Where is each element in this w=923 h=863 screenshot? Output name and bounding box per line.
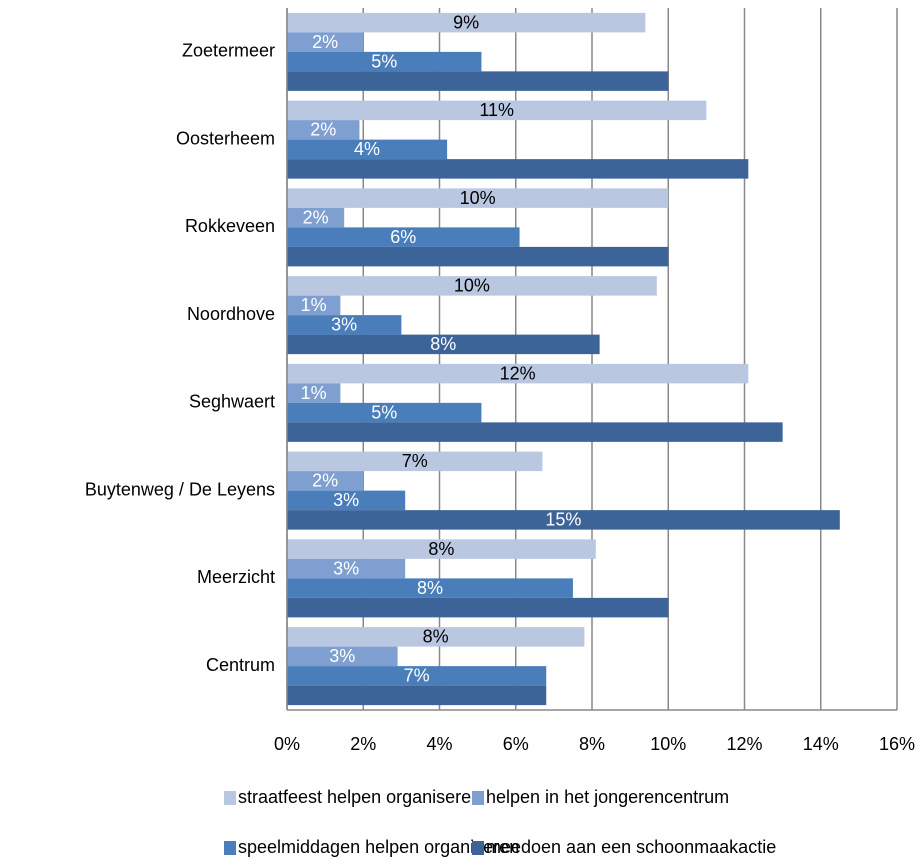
bar — [287, 627, 585, 647]
legend-swatch — [472, 841, 484, 855]
x-tick-label: 14% — [803, 734, 839, 754]
data-label: 4% — [354, 139, 380, 159]
bar — [287, 12, 646, 33]
data-label: 5% — [371, 51, 397, 71]
data-label: 8% — [417, 578, 443, 598]
y-tick-label: Noordhove — [187, 304, 275, 324]
data-label: 12% — [500, 363, 536, 383]
data-label: 7% — [404, 666, 430, 686]
bar — [287, 578, 573, 598]
bar — [287, 276, 657, 296]
bar — [287, 159, 749, 179]
bar — [287, 451, 543, 472]
bar — [287, 32, 364, 52]
bar — [287, 490, 406, 511]
x-tick-label: 2% — [350, 734, 376, 754]
bar — [287, 207, 345, 228]
bar — [287, 100, 707, 121]
bar — [287, 666, 547, 686]
x-tick-label: 10% — [650, 734, 686, 754]
bar — [287, 295, 341, 316]
data-label: 6% — [390, 227, 416, 247]
bar — [287, 646, 398, 667]
bar — [287, 685, 547, 706]
x-tick-label: 6% — [503, 734, 529, 754]
bar — [287, 383, 341, 403]
y-tick-label: Meerzicht — [197, 567, 275, 587]
data-label: 3% — [331, 315, 357, 335]
bar — [287, 422, 783, 442]
legend-label: straatfeest helpen organiseren — [238, 787, 481, 807]
data-label: 3% — [333, 558, 359, 578]
bar — [287, 510, 840, 530]
bar — [287, 120, 360, 140]
x-tick-label: 0% — [274, 734, 300, 754]
legend-swatch — [224, 841, 236, 855]
y-tick-label: Buytenweg / De Leyens — [85, 479, 275, 499]
legend-label: helpen in het jongerencentrum — [486, 787, 729, 807]
data-label: 10% — [460, 188, 496, 208]
x-tick-label: 16% — [879, 734, 915, 754]
bar — [287, 139, 448, 160]
bar — [287, 597, 669, 618]
legend-swatch — [224, 791, 236, 805]
data-label: 2% — [310, 120, 336, 140]
y-tick-label: Centrum — [206, 655, 275, 675]
data-label: 8% — [428, 539, 454, 559]
legend-label: speelmiddagen helpen organiseren — [238, 837, 519, 857]
bar — [287, 188, 669, 208]
data-label: 3% — [333, 490, 359, 510]
data-label: 1% — [301, 295, 327, 315]
data-label: 2% — [312, 471, 338, 491]
data-label: 9% — [453, 12, 479, 32]
bar — [287, 539, 596, 559]
data-label: 2% — [303, 207, 329, 227]
y-tick-label: Rokkeveen — [185, 216, 275, 236]
bar — [287, 402, 482, 423]
bar — [287, 71, 669, 91]
bar — [287, 246, 669, 267]
y-tick-label: Zoetermeer — [182, 41, 275, 61]
bar — [287, 315, 402, 335]
data-label: 1% — [301, 383, 327, 403]
data-label: 8% — [423, 627, 449, 647]
bar — [287, 363, 749, 384]
data-label: 11% — [479, 100, 514, 120]
x-tick-label: 12% — [726, 734, 762, 754]
data-label: 7% — [402, 451, 428, 471]
data-label: 5% — [371, 402, 397, 422]
bar — [287, 227, 520, 247]
bar — [287, 334, 600, 355]
bar — [287, 471, 364, 491]
bar — [287, 51, 482, 72]
y-tick-label: Oosterheem — [176, 128, 275, 148]
legend-swatch — [472, 791, 484, 805]
data-label: 10% — [454, 276, 490, 296]
y-tick-label: Seghwaert — [189, 392, 275, 412]
x-tick-label: 8% — [579, 734, 605, 754]
x-tick-label: 4% — [426, 734, 452, 754]
bar — [287, 558, 406, 579]
data-label: 15% — [545, 510, 581, 530]
data-label: 2% — [312, 32, 338, 52]
data-label: 3% — [329, 646, 355, 666]
legend-label: meedoen aan een schoonmaakactie — [486, 837, 776, 857]
data-label: 8% — [430, 334, 456, 354]
